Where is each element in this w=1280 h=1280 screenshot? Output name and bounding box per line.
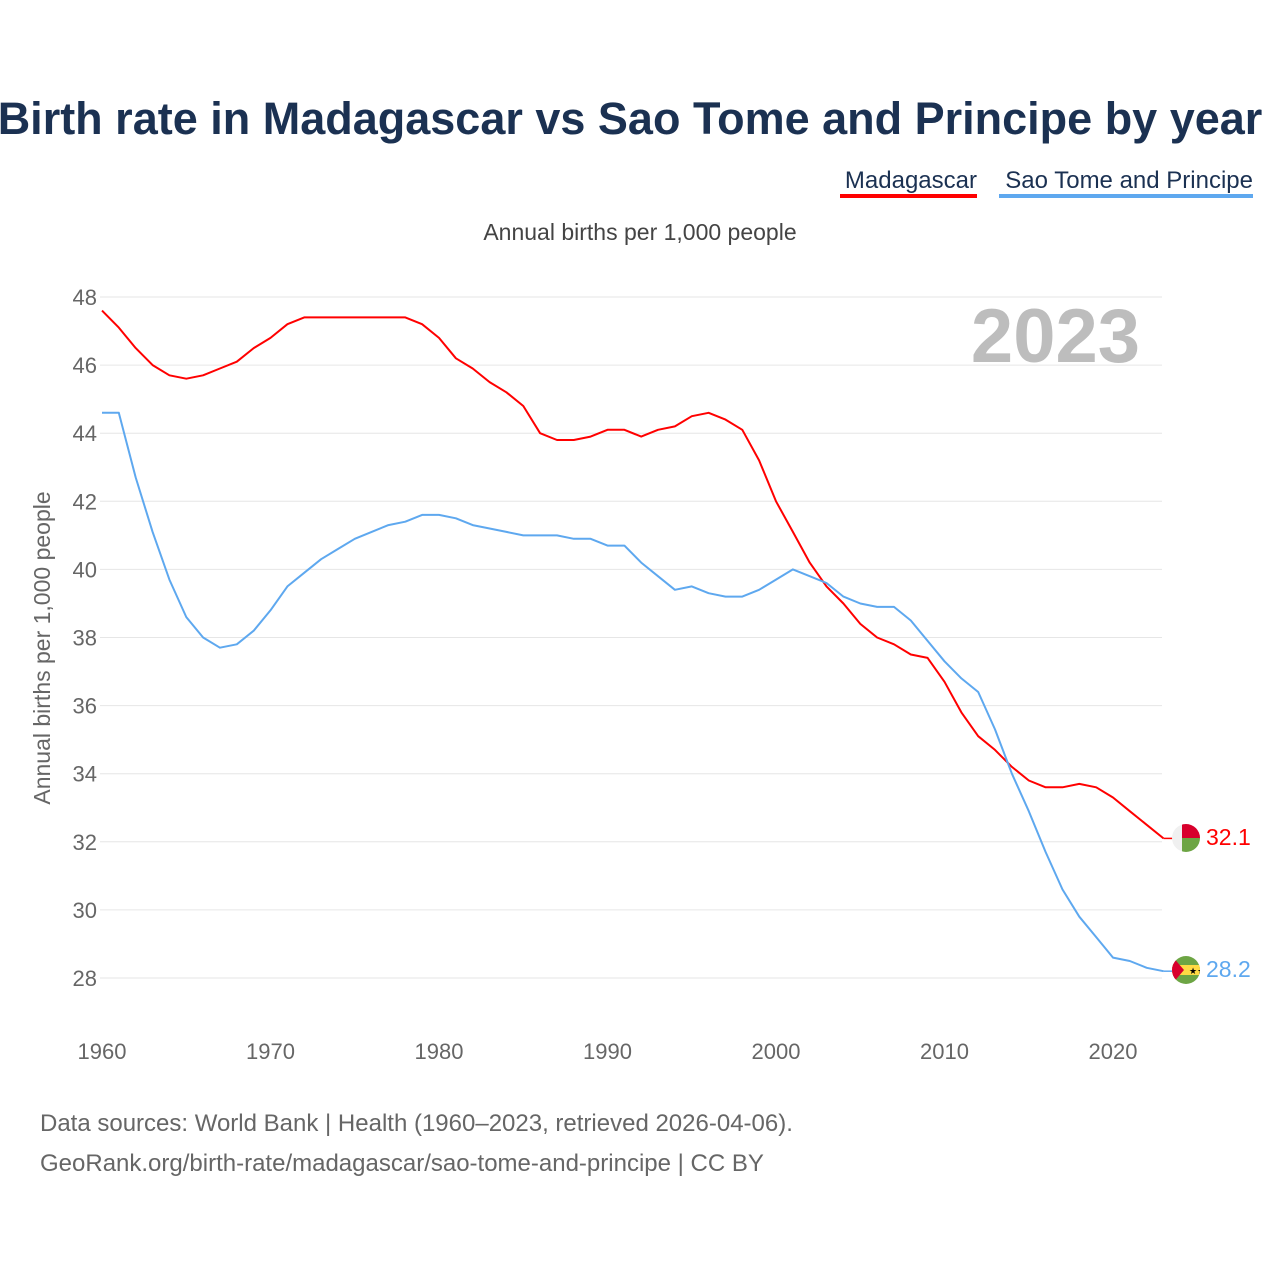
x-tick-label: 2020 — [1089, 1039, 1138, 1064]
x-tick-label: 1980 — [415, 1039, 464, 1064]
y-axis-label: Annual births per 1,000 people — [29, 491, 55, 804]
x-tick-label: 2000 — [752, 1039, 801, 1064]
y-tick-label: 38 — [73, 626, 97, 651]
legend-sao-tome-swatch — [999, 194, 1253, 198]
year-watermark: 2023 — [971, 294, 1140, 379]
y-tick-label: 48 — [73, 285, 97, 310]
svg-text:★★: ★★ — [1189, 966, 1205, 976]
x-tick-label: 1990 — [583, 1039, 632, 1064]
y-tick-label: 32 — [73, 830, 97, 855]
end-label-madagascar: 32.1 — [1206, 824, 1251, 850]
legend-madagascar[interactable]: Madagascar — [845, 167, 977, 194]
sao-tome-flag-icon: ★★ — [1172, 956, 1205, 984]
y-tick-label: 30 — [73, 898, 97, 923]
line-madagascar — [101, 309, 1165, 840]
x-ticks: 1960 1970 1980 1990 2000 2010 2020 — [78, 1039, 1138, 1064]
y-tick-label: 44 — [73, 421, 97, 446]
legend-madagascar-swatch — [840, 194, 977, 198]
x-tick-label: 1970 — [246, 1039, 295, 1064]
y-tick-label: 36 — [73, 694, 97, 719]
chart-title: Birth rate in Madagascar vs Sao Tome and… — [0, 93, 1262, 144]
source-line-1: Data sources: World Bank | Health (1960–… — [40, 1110, 793, 1137]
end-label-sao-tome: 28.2 — [1206, 956, 1251, 982]
y-tick-label: 46 — [73, 353, 97, 378]
chart-subtitle: Annual births per 1,000 people — [483, 219, 796, 245]
legend: Madagascar Sao Tome and Principe — [840, 167, 1253, 198]
x-tick-label: 2010 — [920, 1039, 969, 1064]
line-sao-tome — [102, 411, 1164, 973]
source-line-2[interactable]: GeoRank.org/birth-rate/madagascar/sao-to… — [40, 1150, 764, 1177]
x-tick-label: 1960 — [78, 1039, 127, 1064]
series-lines — [101, 309, 1174, 973]
legend-sao-tome[interactable]: Sao Tome and Principe — [1005, 167, 1253, 194]
y-tick-label: 28 — [73, 966, 97, 991]
y-tick-label: 42 — [73, 489, 97, 514]
y-ticks: 28 30 32 34 36 38 40 42 44 46 48 — [73, 285, 97, 991]
gridlines — [100, 296, 1162, 979]
y-tick-label: 34 — [73, 762, 97, 787]
y-tick-label: 40 — [73, 557, 97, 582]
madagascar-flag-icon — [1172, 824, 1200, 852]
